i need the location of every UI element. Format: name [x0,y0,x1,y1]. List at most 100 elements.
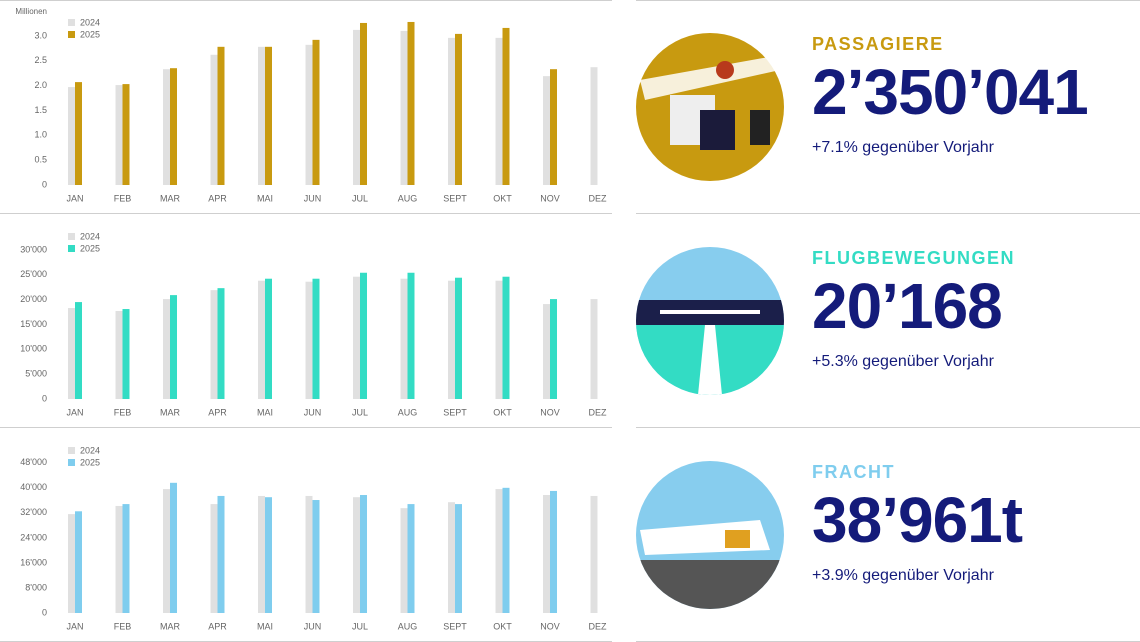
y-tick-label: 16'000 [20,557,47,567]
legend-label: 2024 [80,445,100,455]
bar [407,272,415,399]
bar [400,278,408,399]
kpi-value: 38’961t [812,484,1023,556]
bar [170,482,177,613]
bar [312,278,320,399]
legend-swatch [68,19,75,26]
y-tick-label: 2.0 [34,80,47,90]
bar [543,495,550,613]
bar [258,46,265,186]
x-tick-label: MAR [160,193,181,203]
x-tick-label: NOV [540,193,560,203]
bar [217,46,225,186]
kpi-title: PASSAGIERE [812,34,944,54]
y-tick-label: 0.5 [34,155,47,165]
bar [305,44,313,186]
bar [217,495,225,613]
x-tick-label: AUG [398,193,418,203]
bar [163,69,170,185]
bar [550,69,557,185]
y-tick-label: 0 [42,393,47,403]
bar [502,27,510,185]
kpi-panel: FLUGBEWEGUNGEN 20’168 +5.3% gegenüber Vorj… [812,248,1132,371]
illustration-cargo [636,461,784,609]
bar [400,508,408,613]
bar [122,309,130,399]
y-tick-label: 20'000 [20,294,47,304]
bar [68,514,75,613]
x-tick-label: FEB [114,193,132,203]
bar [258,495,265,613]
legend-label: 2025 [80,243,100,253]
bar [115,505,123,613]
x-tick-label: OKT [493,407,512,417]
bar [502,487,510,613]
x-tick-label: MAR [160,407,181,417]
kpi-change: +3.9% gegenüber Vorjahr [812,567,994,584]
x-tick-label: APR [208,193,227,203]
legend-swatch [68,31,75,38]
bar [170,295,177,399]
x-tick-label: FEB [114,407,132,417]
bar [495,280,503,399]
bar [163,489,170,613]
bar [265,278,272,399]
y-tick-label: 5'000 [25,369,47,379]
bar [550,299,557,399]
bar [68,308,75,399]
legend-swatch [68,245,75,252]
x-tick-label: OKT [493,621,512,631]
x-tick-label: MAR [160,621,181,631]
x-tick-label: MAI [257,407,273,417]
x-tick-label: JUL [352,407,368,417]
y-tick-label: 2.5 [34,55,47,65]
bar [312,39,320,185]
bar [353,276,360,399]
legend-label: 2024 [80,231,100,241]
bar [455,277,462,399]
y-tick-label: 8'000 [25,582,47,592]
y-tick-label: 25'000 [20,269,47,279]
bar [543,76,550,185]
kpi-panel: FRACHT 38’961t +3.9% gegenüber Vorjahr [812,462,1132,585]
bar [448,502,455,613]
bar [448,280,455,399]
y-tick-label: 1.5 [34,105,47,115]
x-tick-label: JUN [304,621,322,631]
kpi-title: FLUGBEWEGUNGEN [812,248,1015,268]
bar [407,504,415,613]
bar [495,489,503,613]
x-tick-label: NOV [540,407,560,417]
x-tick-label: NOV [540,621,560,631]
bar [590,67,598,185]
legend-swatch [68,233,75,240]
y-tick-label: 1.0 [34,130,47,140]
bar [170,68,177,185]
x-tick-label: AUG [398,621,418,631]
illustration-passengers [636,33,784,181]
legend-swatch [68,459,75,466]
x-tick-label: JUN [304,407,322,417]
bar [360,495,367,613]
x-tick-label: JAN [66,407,83,417]
x-tick-label: FEB [114,621,132,631]
x-tick-label: JAN [66,193,83,203]
y-tick-label: 32'000 [20,507,47,517]
x-tick-label: SEPT [443,193,467,203]
y-tick-label: 3.0 [34,30,47,40]
legend-label: 2025 [80,29,100,39]
bar [115,311,123,399]
bar [217,288,225,399]
bar [75,82,82,185]
bar [75,511,82,613]
bar [265,46,272,186]
x-tick-label: DEZ [589,193,608,203]
kpi-value: 20’168 [812,270,1003,342]
bar [400,30,408,186]
x-tick-label: JUL [352,621,368,631]
bar [122,84,130,185]
bar [550,490,557,613]
legend-label: 2024 [80,17,100,27]
bar [495,37,503,185]
